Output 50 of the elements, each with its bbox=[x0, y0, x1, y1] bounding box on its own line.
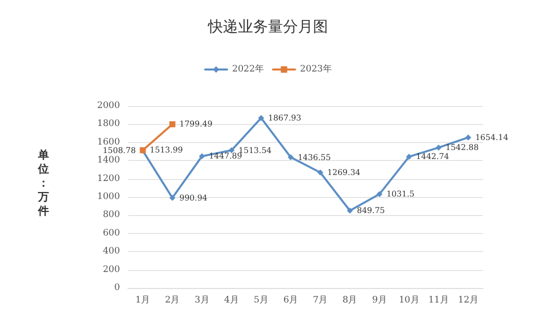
x-tick-label: 12月 bbox=[458, 296, 478, 306]
data-label: 1436.55 bbox=[298, 152, 331, 162]
x-tick-label: 11月 bbox=[428, 296, 449, 306]
data-label: 1513.99 bbox=[150, 146, 183, 155]
y-axis-title: 单位：万件 bbox=[37, 148, 49, 218]
point bbox=[465, 134, 472, 140]
x-tick-label: 7月 bbox=[312, 296, 328, 306]
y-tick-label: 1400 bbox=[97, 156, 120, 166]
data-label: 1799.49 bbox=[179, 120, 212, 129]
data-label: 1442.74 bbox=[416, 152, 450, 162]
data-label: 990.94 bbox=[179, 193, 208, 202]
y-tick-label: 400 bbox=[102, 246, 120, 257]
point bbox=[258, 115, 264, 122]
y-tick-label: 1200 bbox=[97, 174, 120, 184]
point bbox=[406, 154, 412, 160]
y-tick-label: 800 bbox=[102, 210, 120, 220]
y-tick-label: 1800 bbox=[97, 119, 120, 130]
y-tick-label: 600 bbox=[102, 228, 120, 238]
point bbox=[198, 153, 205, 160]
point bbox=[346, 208, 353, 214]
x-tick-label: 5月 bbox=[254, 296, 268, 306]
point bbox=[436, 144, 442, 151]
y-tick-label: 200 bbox=[102, 264, 120, 275]
x-tick-label: 4月 bbox=[224, 296, 239, 306]
x-tick-label: 9月 bbox=[372, 296, 387, 306]
data-label: 1508.78 bbox=[102, 146, 136, 156]
point bbox=[288, 154, 294, 160]
y-tick-label: 1000 bbox=[97, 192, 120, 202]
point bbox=[376, 191, 382, 198]
x-tick-label: 8月 bbox=[342, 296, 358, 306]
chart-title: 快递业务量分月图 bbox=[207, 18, 328, 36]
data-label: 1269.34 bbox=[327, 168, 360, 177]
data-label: 1542.88 bbox=[446, 143, 479, 152]
x-tick-label: 1月 bbox=[135, 296, 150, 306]
point bbox=[317, 169, 324, 176]
y-tick-label: 1600 bbox=[97, 137, 120, 148]
x-tick-label: 6月 bbox=[283, 296, 298, 306]
y-tick-label: 2000 bbox=[97, 101, 120, 111]
data-label: 1867.93 bbox=[268, 114, 302, 123]
x-tick-label: 10月 bbox=[398, 296, 420, 306]
point bbox=[169, 121, 176, 128]
data-label: 849.75 bbox=[356, 206, 385, 216]
x-tick-label: 2月 bbox=[165, 296, 180, 306]
point bbox=[169, 194, 176, 201]
data-label: 1031.5 bbox=[386, 190, 414, 199]
legend-label: 2022年 bbox=[232, 64, 264, 74]
y-tick-label: 0 bbox=[114, 283, 120, 293]
legend-label: 2023年 bbox=[300, 64, 332, 74]
data-label: 1654.14 bbox=[475, 132, 508, 142]
x-tick-label: 3月 bbox=[194, 296, 210, 306]
